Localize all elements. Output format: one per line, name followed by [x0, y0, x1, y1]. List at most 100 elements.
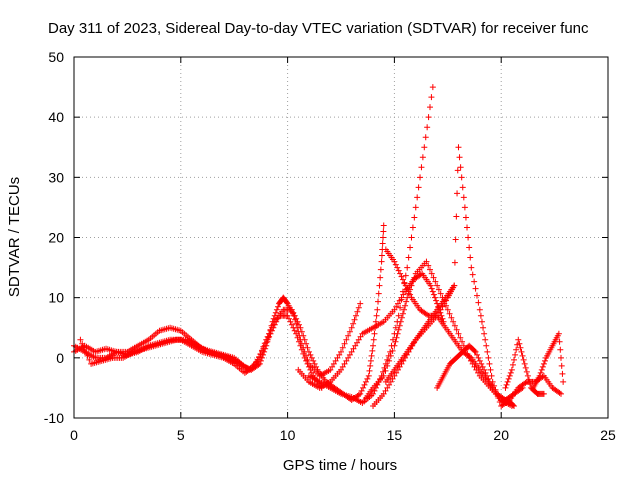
data-point: [382, 387, 389, 394]
series-sat3: [77, 222, 387, 403]
data-point: [451, 322, 458, 329]
data-point: [258, 347, 265, 354]
chart-title: Day 311 of 2023, Sidereal Day-to-day VTE…: [48, 20, 589, 37]
data-point: [389, 347, 396, 354]
data-point: [539, 373, 546, 380]
data-point: [308, 369, 315, 376]
data-point: [405, 290, 412, 297]
data-point: [395, 312, 402, 319]
data-point: [476, 357, 483, 364]
data-point: [394, 300, 401, 307]
data-point: [407, 286, 414, 293]
data-point: [454, 167, 461, 174]
data-point: [537, 369, 544, 376]
data-point: [419, 154, 426, 161]
data-point: [556, 338, 563, 345]
data-point: [558, 354, 565, 361]
data-point: [258, 354, 265, 361]
data-point: [457, 164, 464, 171]
data-point: [395, 267, 402, 274]
data-point: [401, 306, 408, 313]
data-point: [313, 363, 320, 370]
data-point: [453, 213, 460, 220]
data-point: [439, 315, 446, 322]
data-point: [538, 366, 545, 373]
data-point: [358, 387, 365, 394]
data-point: [371, 387, 378, 394]
data-point: [487, 366, 494, 373]
data-point: [433, 297, 440, 304]
data-point: [339, 363, 346, 370]
data-point: [379, 240, 386, 247]
data-point: [520, 356, 527, 363]
data-point: [488, 381, 495, 388]
data-point: [350, 320, 357, 327]
data-point: [404, 285, 411, 292]
data-point: [451, 259, 458, 266]
data-point: [355, 391, 362, 398]
data-point: [373, 312, 380, 319]
data-point: [403, 298, 410, 305]
data-point: [268, 324, 275, 331]
data-point: [473, 366, 480, 373]
data-point: [304, 360, 311, 367]
data-point: [425, 262, 432, 269]
data-point: [472, 348, 479, 355]
data-point: [378, 258, 385, 265]
data-point: [507, 369, 514, 376]
data-point: [511, 402, 518, 409]
data-point: [478, 318, 485, 325]
data-point: [485, 354, 492, 361]
data-point: [332, 357, 339, 364]
data-point: [294, 318, 301, 325]
data-point: [307, 366, 314, 373]
data-point: [539, 363, 546, 370]
data-point: [295, 321, 302, 328]
y-tick-label: 40: [48, 109, 64, 125]
data-point: [429, 84, 436, 91]
data-point: [399, 276, 406, 283]
data-point: [304, 344, 311, 351]
data-point: [555, 330, 562, 337]
data-point: [444, 306, 451, 313]
data-point: [305, 363, 312, 370]
data-point: [264, 333, 271, 340]
data-point: [483, 372, 490, 379]
data-point: [398, 294, 405, 301]
data-point: [80, 344, 87, 351]
data-point: [345, 354, 352, 361]
data-point: [459, 338, 466, 345]
data-point: [402, 272, 409, 279]
data-point: [521, 360, 528, 367]
data-point: [397, 318, 404, 325]
data-point: [79, 340, 86, 347]
data-point: [414, 194, 421, 201]
x-tick-label: 10: [280, 427, 296, 443]
data-point: [450, 318, 457, 325]
data-point: [472, 285, 479, 292]
data-point: [298, 346, 305, 353]
data-point: [540, 390, 547, 397]
data-point: [464, 224, 471, 231]
data-point: [471, 363, 478, 370]
grid: [74, 57, 608, 418]
data-point: [357, 300, 364, 307]
data-point: [301, 354, 308, 361]
data-point: [460, 342, 467, 349]
data-point: [509, 401, 516, 408]
data-point: [522, 379, 529, 386]
data-point: [482, 369, 489, 376]
axis-ticks: [73, 56, 609, 419]
data-point: [430, 274, 437, 281]
data-point: [399, 310, 406, 317]
data-point: [272, 309, 279, 316]
data-point: [408, 282, 415, 289]
data-point: [391, 342, 398, 349]
data-point: [290, 324, 297, 331]
data-point: [560, 378, 567, 385]
data-point: [457, 334, 464, 341]
data-point: [384, 384, 391, 391]
data-point: [311, 360, 318, 367]
data-point: [378, 252, 385, 259]
